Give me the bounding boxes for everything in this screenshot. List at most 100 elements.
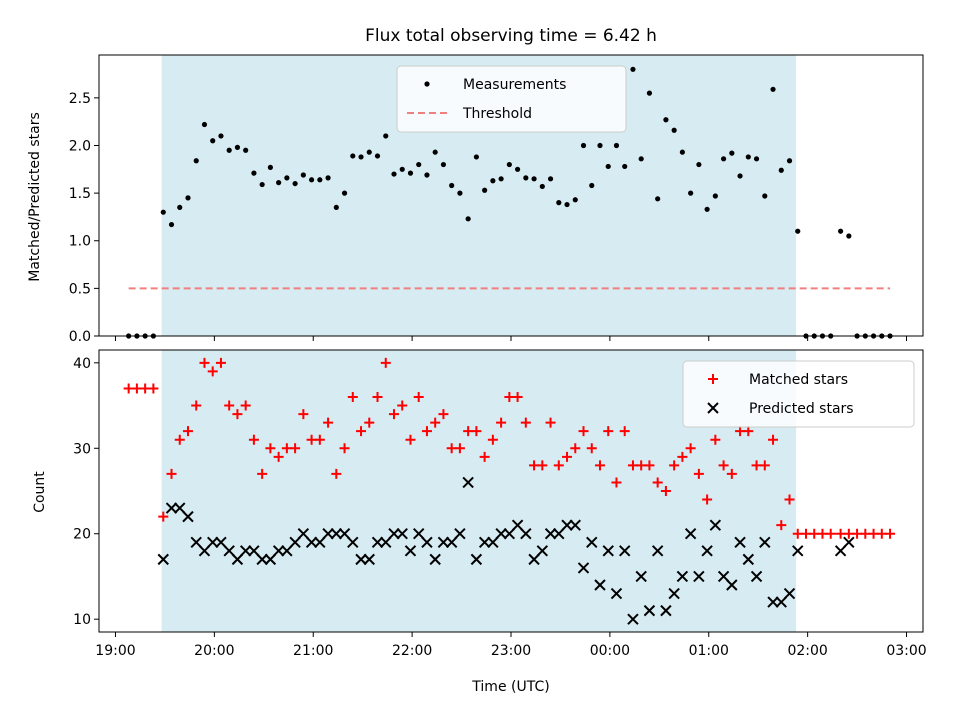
measurement-point bbox=[838, 228, 844, 234]
x-tick-label: 20:00 bbox=[194, 643, 234, 659]
predicted-star-point bbox=[569, 519, 581, 531]
predicted-star-point bbox=[553, 528, 565, 540]
predicted-star-point bbox=[165, 502, 178, 514]
measurement-point bbox=[482, 187, 488, 193]
predicted-star-point bbox=[834, 545, 847, 557]
matched-star-point bbox=[562, 451, 573, 462]
legend-box bbox=[396, 65, 627, 133]
measurement-point bbox=[424, 172, 430, 178]
predicted-star-point bbox=[759, 536, 771, 548]
predicted-star-point bbox=[792, 545, 804, 557]
measurement-point bbox=[498, 176, 504, 182]
predicted-star-point bbox=[198, 545, 211, 557]
predicted-star-point bbox=[347, 536, 359, 548]
measurement-point bbox=[795, 228, 801, 234]
predicted-star-point bbox=[577, 562, 590, 574]
measurement-point bbox=[589, 182, 595, 189]
matched-star-point bbox=[586, 443, 597, 454]
matched-star-point bbox=[430, 417, 441, 428]
predicted-star-point bbox=[701, 545, 713, 557]
predicted-star-point bbox=[429, 553, 441, 566]
matched-star-point bbox=[669, 460, 680, 471]
x-tick-label: 19:00 bbox=[95, 643, 135, 659]
predicted-star-point bbox=[610, 587, 623, 600]
measurement-point bbox=[762, 193, 768, 199]
measurement-point bbox=[531, 176, 537, 182]
measurement-point bbox=[234, 144, 241, 150]
matched-star-point bbox=[148, 383, 159, 394]
predicted-star-point bbox=[338, 528, 351, 540]
predicted-star-point bbox=[528, 553, 540, 566]
measurement-point bbox=[613, 142, 620, 149]
matched-star-point bbox=[702, 494, 713, 505]
legend-measurement-marker bbox=[424, 81, 430, 87]
legend-label: Measurements bbox=[463, 77, 566, 93]
matched-star-point bbox=[512, 392, 523, 402]
predicted-star-point bbox=[396, 528, 408, 540]
predicted-star-point bbox=[454, 528, 466, 540]
matched-star-point bbox=[545, 417, 556, 428]
matched-star-point bbox=[603, 426, 614, 437]
matched-star-point bbox=[224, 400, 235, 411]
matched-star-point bbox=[520, 417, 531, 428]
measurement-point bbox=[399, 166, 405, 172]
matched-star-point bbox=[413, 392, 424, 402]
predicted-star-point bbox=[602, 545, 614, 557]
matched-star-point bbox=[191, 400, 202, 411]
y-tick-label: 40 bbox=[73, 356, 91, 372]
matched-star-point bbox=[454, 443, 465, 454]
predicted-star-point bbox=[544, 528, 557, 540]
count-y-ticks: 10 20 30 40 bbox=[73, 356, 99, 628]
x-tick-label: 01:00 bbox=[689, 643, 729, 659]
measurement-point bbox=[383, 133, 389, 139]
measurement-point bbox=[770, 86, 776, 92]
measurement-point bbox=[160, 209, 166, 215]
predicted-star-point bbox=[248, 545, 260, 557]
measurement-point bbox=[704, 206, 710, 212]
measurement-point bbox=[547, 176, 554, 182]
matched-star-point bbox=[660, 486, 671, 496]
measurement-point bbox=[556, 200, 562, 206]
measurement-point bbox=[473, 154, 479, 160]
measurement-point bbox=[267, 164, 273, 170]
predicted-star-point bbox=[561, 519, 573, 531]
predicted-star-point bbox=[775, 596, 787, 608]
matched-star-point bbox=[594, 460, 605, 471]
matched-star-point bbox=[644, 460, 655, 471]
measurement-point bbox=[712, 193, 718, 199]
predicted-star-point bbox=[272, 545, 285, 557]
predicted-star-point bbox=[726, 579, 738, 591]
predicted-star-point bbox=[281, 545, 293, 557]
predicted-star-point bbox=[594, 579, 606, 591]
matched-star-point bbox=[479, 451, 490, 462]
predicted-star-point bbox=[445, 536, 458, 548]
measurement-point bbox=[778, 167, 784, 173]
predicted-star-point bbox=[264, 553, 277, 566]
measurement-point bbox=[440, 161, 447, 168]
matched-star-point bbox=[570, 443, 581, 454]
measurement-point bbox=[506, 161, 512, 168]
matched-star-point bbox=[611, 477, 622, 488]
predicted-star-point bbox=[207, 536, 219, 548]
matched-star-point bbox=[364, 417, 375, 428]
matched-star-point bbox=[174, 434, 185, 445]
measurement-point bbox=[663, 117, 669, 123]
measurement-point bbox=[201, 121, 208, 128]
measurement-point bbox=[308, 177, 315, 183]
x-tick-label: 22:00 bbox=[392, 643, 432, 659]
y-tick-label: 2.5 bbox=[69, 91, 91, 107]
count-y-axis-label: Count bbox=[32, 471, 48, 513]
matched-star-point bbox=[685, 443, 696, 454]
predicted-star-point bbox=[404, 545, 417, 557]
measurement-point bbox=[374, 153, 381, 159]
measurement-point bbox=[432, 149, 438, 155]
measurement-point bbox=[523, 175, 529, 181]
measurement-point bbox=[490, 178, 496, 184]
matched-star-point bbox=[158, 511, 169, 522]
chart-title: Flux total observing time = 6.42 h bbox=[365, 26, 657, 46]
predicted-star-point bbox=[231, 553, 244, 566]
predicted-star-point bbox=[239, 545, 252, 557]
matched-star-point bbox=[496, 417, 507, 428]
matched-star-point bbox=[388, 409, 399, 420]
measurement-point bbox=[259, 181, 265, 188]
